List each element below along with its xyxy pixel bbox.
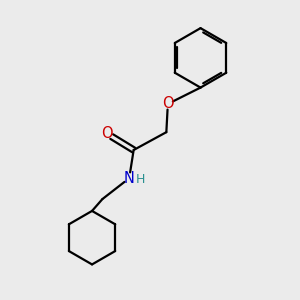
Text: O: O (101, 126, 113, 141)
Text: H: H (136, 173, 145, 186)
Text: N: N (124, 171, 135, 186)
Text: O: O (162, 96, 174, 111)
